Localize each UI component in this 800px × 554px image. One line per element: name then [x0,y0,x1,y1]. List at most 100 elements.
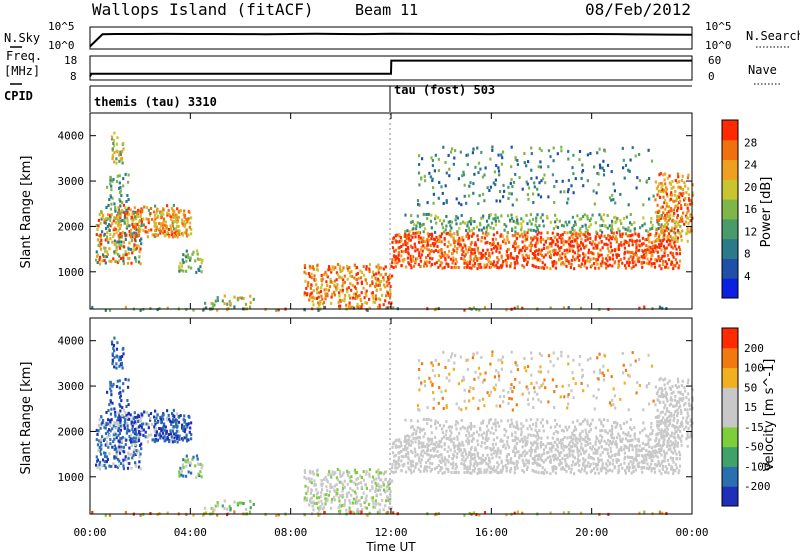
velocity-echo-cell [186,458,189,462]
power-echo-cell [131,235,134,239]
power-echo-cell [601,260,604,264]
velocity-echo-cell [173,436,176,440]
velocity-echo-cell [143,410,146,414]
velocity-echo-cell [506,435,510,439]
velocity-echo-cell [179,414,182,418]
power-echo-cell [479,262,482,266]
velocity-echo-cell [678,464,682,468]
velocity-echo-cell [416,453,419,457]
velocity-echo-cell [669,440,672,443]
velocity-echo-cell [489,431,492,435]
velocity-echo-cell [181,423,184,427]
power-echo-cell [527,186,531,190]
power-echo-cell [623,242,626,246]
velocity-echo-cell [453,361,456,365]
power-echo-cell [418,183,421,187]
power-echo-cell [95,233,98,237]
velocity-echo-cell [438,386,441,389]
velocity-echo-cell [535,446,538,450]
power-echo-cell [505,224,508,228]
velocity-echo-cell [188,430,191,434]
power-echo-cell [687,209,690,213]
velocity-echo-cell [384,490,387,494]
velocity-echo-cell [162,413,165,417]
power-echo-cell [509,218,512,222]
velocity-echo-cell [378,485,381,489]
velocity-echo-cell [530,441,533,445]
velocity-echo-cell [627,446,630,450]
power-echo-cell [534,229,538,233]
power-echo-cell [123,215,126,219]
velocity-echo-cell [628,466,631,469]
velocity-echo-cell [502,445,505,449]
velocity-echo-cell [526,436,529,440]
power-echo-cell [134,259,138,263]
velocity-echo-cell [574,443,577,447]
power-echo-cell [390,264,393,268]
velocity-echo-cell [542,443,545,446]
velocity-echo-cell [342,483,345,487]
velocity-echo-cell [166,409,169,413]
velocity-echo-cell [546,471,549,475]
power-echo-cell [428,233,431,236]
velocity-echo-cell [509,458,512,462]
velocity-echo-cell [325,485,328,489]
velocity-echo-cell [115,436,118,440]
velocity-echo-cell [114,464,117,468]
power-echo-cell [637,232,640,236]
power-echo-cell [554,251,557,255]
velocity-echo-cell [539,455,542,459]
power-echo-cell [118,159,121,163]
power-echo-cell [117,206,120,210]
velocity-echo-cell [101,420,104,424]
velocity-echo-cell [423,379,426,383]
cpid-segment-2: tau (fost) 503 [394,83,495,97]
velocity-echo-cell [619,438,622,442]
power-echo-cell [622,217,626,220]
power-echo-cell [615,255,618,259]
velocity-echo-cell [483,378,486,382]
power-echo-cell [119,199,122,203]
velocity-echo-cell [584,464,587,468]
power-echo-cell [336,287,339,290]
power-echo-cell [413,242,416,246]
velocity-echo-cell [240,501,243,505]
velocity-echo-cell [639,431,642,435]
power-echo-cell [527,256,530,260]
velocity-echo-cell [113,455,116,459]
power-echo-cell [110,135,114,139]
power-echo-cell [122,259,125,263]
velocity-echo-cell [346,469,349,473]
power-echo-cell [635,186,638,190]
velocity-echo-cell [441,471,444,475]
power-echo-cell [339,288,342,292]
velocity-echo-cell [442,459,445,463]
velocity-echo-cell [105,460,108,464]
power-echo-cell [663,223,666,227]
velocity-echo-cell [663,442,666,446]
velocity-echo-cell [445,406,448,409]
velocity-echo-cell [477,407,480,411]
velocity-echo-cell [638,444,641,448]
velocity-echo-cell [469,386,472,390]
velocity-echo-cell [483,404,486,408]
power-echo-cell [450,220,453,224]
velocity-echo-cell [404,444,407,448]
velocity-echo-cell [540,354,543,358]
power-echo-cell [481,248,485,252]
velocity-echo-cell [353,481,356,485]
velocity-echo-cell [165,431,168,435]
velocity-echo-cell [648,445,651,449]
velocity-echo-cell [96,466,99,469]
power-echo-cell [538,147,541,151]
power-echo-cell [683,181,686,185]
velocity-echo-cell [498,455,501,459]
power-echo-cell [381,293,384,297]
power-echo-cell [527,197,530,201]
power-echo-cell [150,228,153,232]
velocity-echo-cell [597,471,600,475]
velocity-echo-cell [498,378,501,382]
velocity-echo-cell [360,476,363,479]
power-echo-cell [303,266,307,269]
velocity-echo-cell [481,380,484,384]
